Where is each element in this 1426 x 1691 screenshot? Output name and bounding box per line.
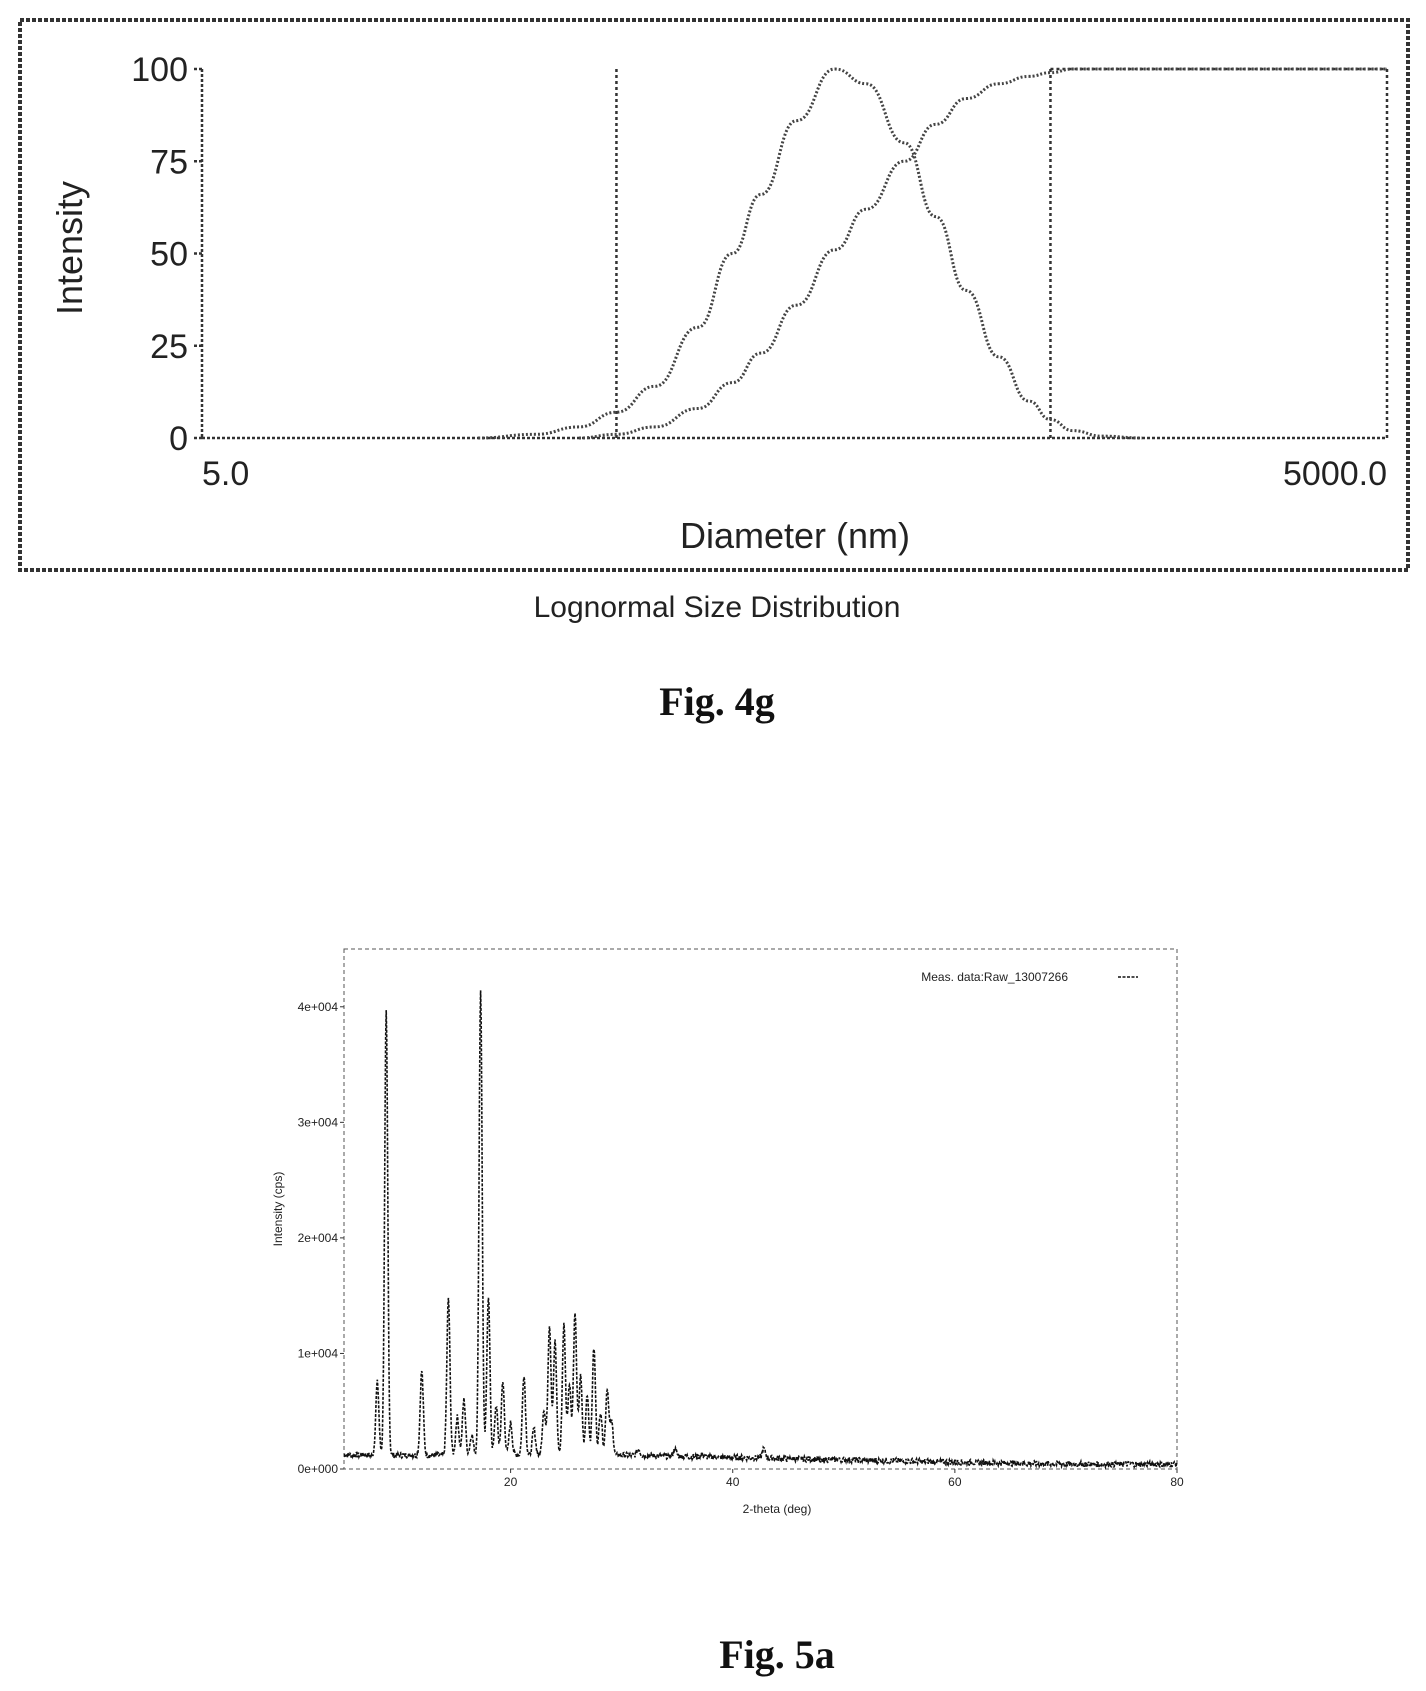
chart-4g-plot: 0 25 50 75 100 (131, 51, 1389, 458)
chart-4g-xtick-max: 5000.0 (1283, 455, 1387, 493)
chart-5a-series-raw (343, 990, 1178, 1470)
chart-4g-xlabel: Diameter (nm) (680, 515, 910, 556)
figure-5a-label: Fig. 5a (719, 1632, 835, 1677)
chart-4g-ytick-label: 25 (150, 328, 188, 366)
chart-4g-ylabel: Intensity (49, 181, 90, 315)
chart-4g-ytick-label: 50 (150, 236, 188, 274)
figure-5a: 0e+000 1e+004 2e+004 3e+004 4e+004 20 40 60 80 I… (271, 948, 1184, 1677)
chart-5a-xtick-label: 20 (504, 1475, 518, 1489)
figure-4g-label: Fig. 4g (659, 679, 775, 724)
chart-5a-ytick-label: 2e+004 (298, 1231, 339, 1245)
chart-5a-ytick-label: 1e+004 (298, 1346, 339, 1360)
chart-5a-ytick-label: 3e+004 (298, 1115, 339, 1129)
chart-4g-xtick-min: 5.0 (202, 455, 249, 493)
figure-4g: 0 25 50 75 100 Intensity 5.0 5000.0 Diameter… (18, 18, 1410, 724)
chart-5a-frame (343, 948, 1178, 1470)
chart-4g-series-cumulative (578, 67, 1387, 440)
chart-4g-series-distribution (478, 67, 1143, 440)
chart-5a-legend-label: Meas. data:Raw_13007266 (921, 970, 1068, 984)
chart-4g-frame (18, 18, 1410, 572)
chart-5a-ytick-label: 4e+004 (298, 1000, 339, 1014)
chart-5a-xtick-label: 60 (948, 1475, 962, 1489)
chart-4g-caption: Lognormal Size Distribution (534, 591, 901, 624)
chart-4g-ytick-label: 75 (150, 143, 188, 181)
chart-5a-plot: 0e+000 1e+004 2e+004 3e+004 4e+004 20 40 60 80 (298, 990, 1184, 1489)
chart-5a-xtick-label: 40 (726, 1475, 740, 1489)
chart-5a-ytick-label: 0e+000 (298, 1462, 339, 1476)
chart-5a-xtick-label: 80 (1170, 1475, 1184, 1489)
chart-4g-ytick-label: 0 (169, 420, 188, 458)
chart-5a-xlabel: 2-theta (deg) (743, 1502, 812, 1516)
chart-5a-ylabel: Intensity (cps) (271, 1172, 285, 1247)
chart-4g-ytick-label: 100 (131, 51, 188, 89)
